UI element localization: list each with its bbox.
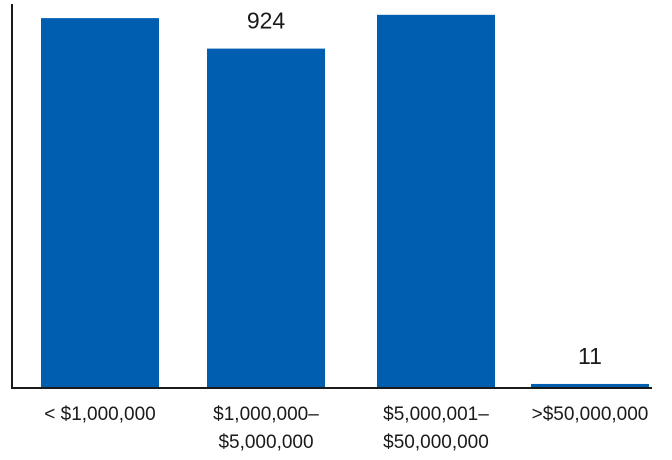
- x-tick-label-2: $5,000,001– $50,000,000: [383, 404, 489, 453]
- x-tick-label-1-line-1: $5,000,000: [218, 432, 313, 453]
- value-label-3: 11: [578, 343, 602, 369]
- x-tick-label-0-line-0: < $1,000,000: [44, 404, 155, 425]
- bar-0: [41, 18, 159, 388]
- x-tick-label-1: $1,000,000– $5,000,000: [213, 404, 319, 453]
- bar-1: [207, 48, 325, 388]
- bar-3: [531, 383, 649, 388]
- x-tick-label-3: >$50,000,000: [532, 404, 649, 425]
- value-label-0: 1007: [74, 0, 125, 3]
- x-tick-label-2-line-1: $50,000,000: [383, 432, 489, 453]
- x-tick-label-0: < $1,000,000: [44, 404, 155, 425]
- x-tick-label-1-line-0: $1,000,000–: [213, 404, 319, 425]
- x-tick-label-2-line-0: $5,000,001–: [383, 404, 489, 425]
- bars-group: [41, 14, 649, 388]
- bar-2: [377, 14, 495, 388]
- value-label-1: 924: [247, 8, 286, 34]
- x-tick-label-3-line-0: >$50,000,000: [532, 404, 649, 425]
- value-labels-group: 1007924101611: [74, 0, 602, 369]
- x-tick-labels-group: < $1,000,000 $1,000,000– $5,000,000 $5,000,…: [44, 404, 648, 453]
